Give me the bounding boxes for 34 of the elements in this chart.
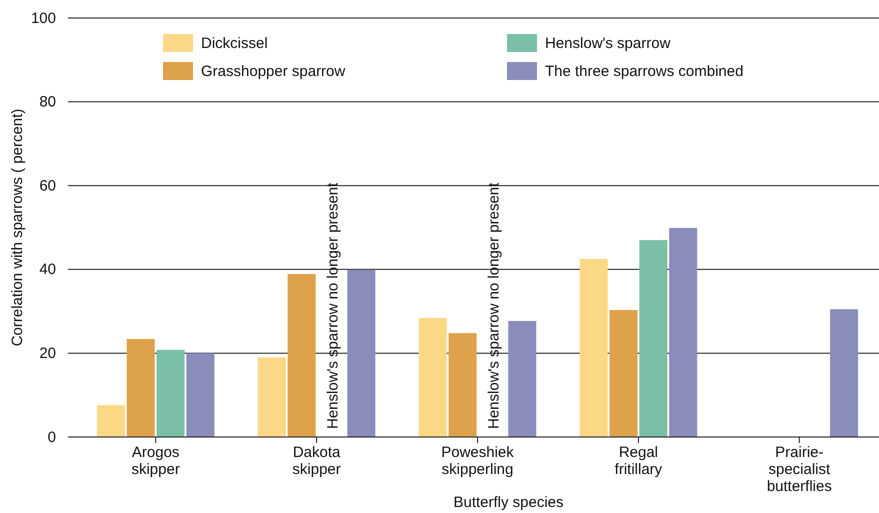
y-tick-label: 0 xyxy=(48,428,56,446)
bar xyxy=(508,320,536,437)
bar xyxy=(96,405,125,437)
bar xyxy=(830,309,858,437)
bar xyxy=(186,353,214,437)
bar xyxy=(580,258,608,437)
legend-label: Henslow's sparrow xyxy=(545,35,671,52)
bar xyxy=(288,274,316,437)
bar xyxy=(156,350,185,437)
annotation: Henslow's sparrow no longer present xyxy=(485,182,502,429)
y-tick-label: 40 xyxy=(39,261,56,278)
bar xyxy=(126,338,155,437)
bar xyxy=(610,310,638,437)
x-tick-label: Dakota skipper xyxy=(292,444,341,478)
legend-label: Dickcissel xyxy=(201,35,268,52)
annotation: Henslow's sparrow no longer present xyxy=(324,182,342,429)
bar xyxy=(669,228,698,437)
x-axis-title: Butterfly species xyxy=(453,494,564,511)
x-tick-label: Prairie- specialist butterflies xyxy=(766,444,832,495)
y-axis-title: Correlation with sparrows ( percent) xyxy=(9,108,26,346)
x-tick-label: Arogos skipper xyxy=(131,444,180,478)
bar xyxy=(258,357,286,437)
legend-label: The three sparrows combined xyxy=(545,63,744,80)
y-tick-label: 60 xyxy=(39,177,56,194)
bar xyxy=(418,318,447,437)
bar xyxy=(347,270,376,437)
y-tick-label: 80 xyxy=(39,94,56,111)
x-tick-label: Poweshiek skipperling xyxy=(441,444,514,478)
bar xyxy=(639,240,668,437)
y-tick-label: 20 xyxy=(39,345,56,362)
legend-label: Grasshopper sparrow xyxy=(201,63,346,80)
bar xyxy=(448,333,477,437)
x-tick-label: Regal fritillary xyxy=(614,444,663,478)
y-tick-label: 100 xyxy=(30,10,56,27)
